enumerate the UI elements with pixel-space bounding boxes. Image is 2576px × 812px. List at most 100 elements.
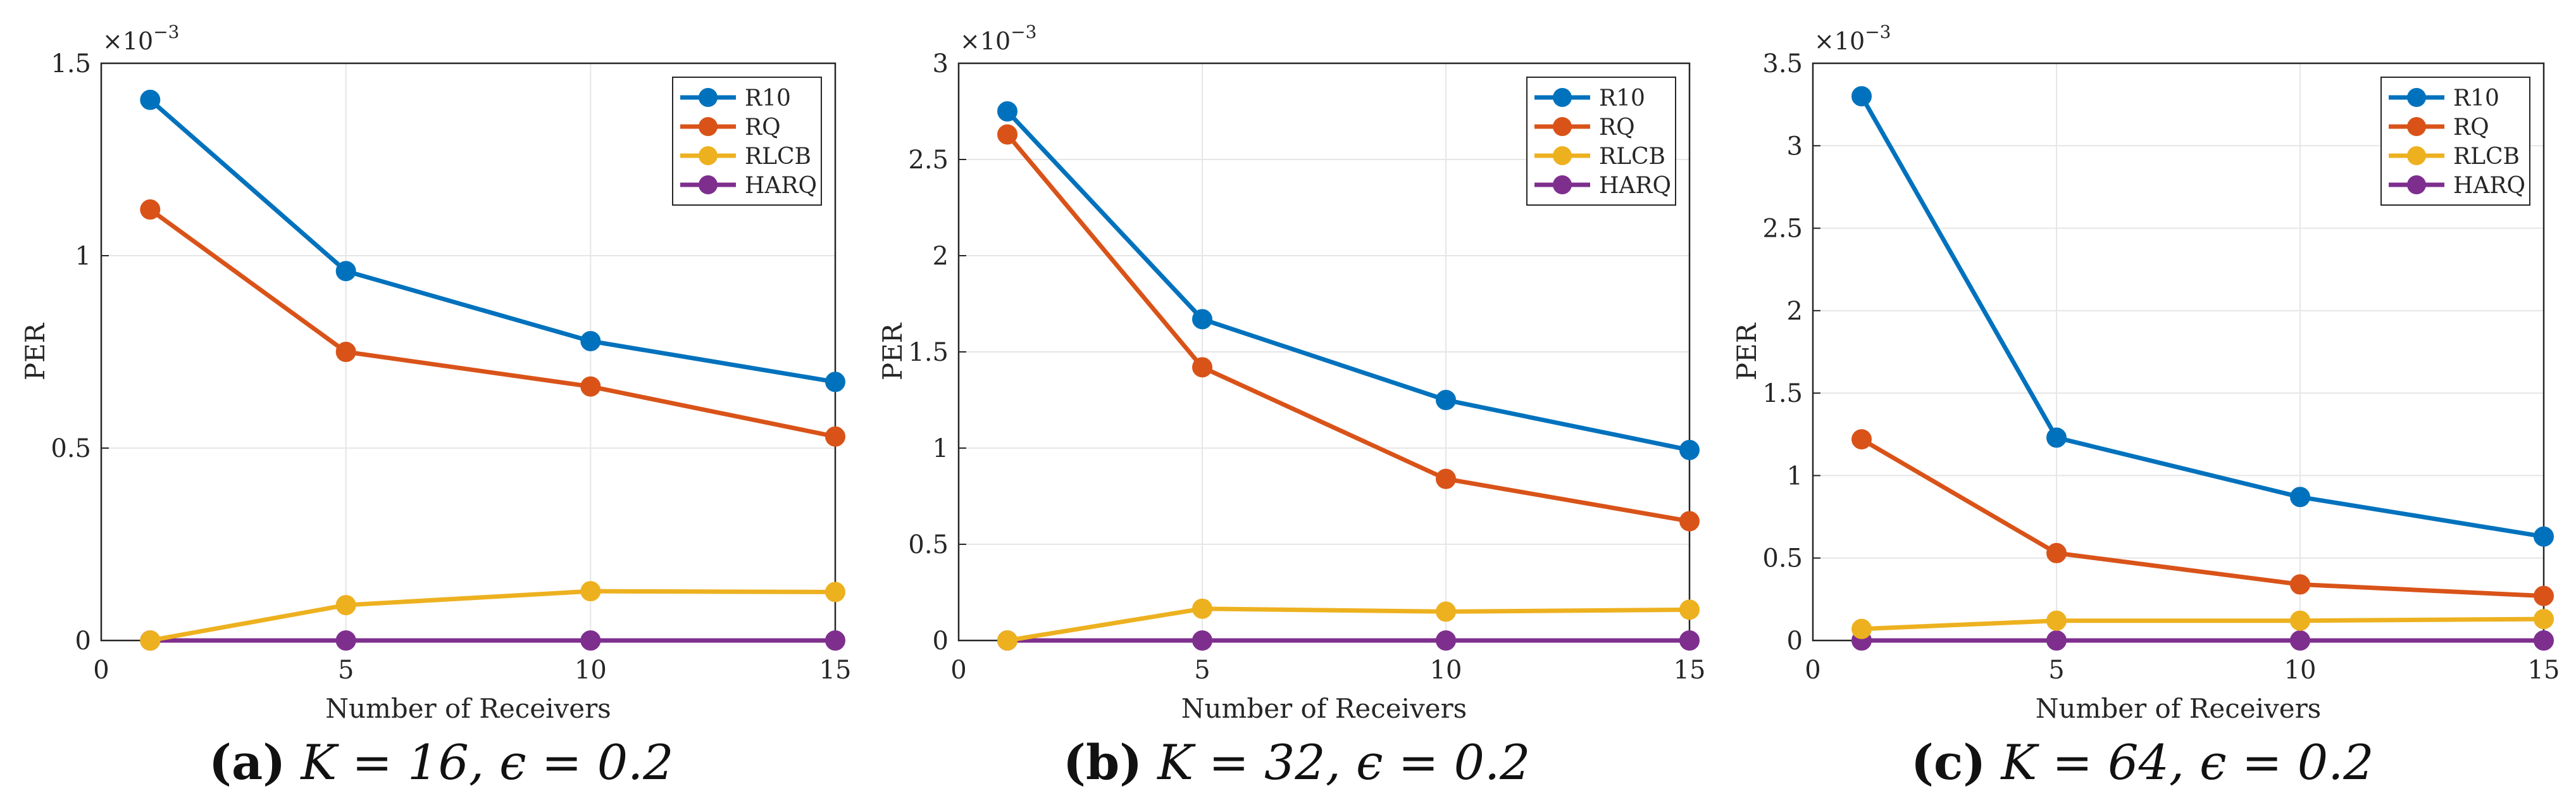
y-tick-label: 1.5 xyxy=(908,338,949,367)
data-point-rq xyxy=(2290,574,2310,595)
series-line-r10 xyxy=(1005,109,1690,453)
x-tick-label: 15 xyxy=(1674,656,1706,685)
y-tick-label: 0 xyxy=(75,627,91,656)
data-point-harq xyxy=(1436,630,1456,651)
caption-c: (c) K = 64, ϵ = 0.2 xyxy=(1911,728,2374,797)
series-line-rq xyxy=(1005,133,1690,523)
legend-swatch-marker xyxy=(1553,146,1572,165)
caption-c-math: K = 64, ϵ = 0.2 xyxy=(2001,734,2374,790)
y-tick-label: 0 xyxy=(1787,627,1803,656)
y-multiplier-label: ×10−3 xyxy=(960,22,1036,55)
caption-b-letter: (b) xyxy=(1063,734,1143,790)
x-tick-label: 15 xyxy=(2528,656,2560,685)
legend: R10 RQ RLCB HARQ xyxy=(1526,77,1676,206)
data-point-r10 xyxy=(2046,427,2067,448)
legend-swatch-marker xyxy=(1553,175,1572,194)
y-multiplier-label: ×10−3 xyxy=(103,22,179,55)
legend-label-r10: R10 xyxy=(1599,85,1645,111)
x-tick-label: 0 xyxy=(93,656,109,685)
y-tick-label: 3.5 xyxy=(1762,49,1803,78)
series-line-r10 xyxy=(1859,95,2544,539)
x-tick-label: 10 xyxy=(2284,656,2317,685)
series-line-rq xyxy=(1860,437,2544,599)
series-line-rq xyxy=(149,208,836,439)
data-point-rlcb xyxy=(2534,609,2554,630)
data-point-harq xyxy=(1192,630,1212,651)
legend-swatch-marker xyxy=(1553,88,1572,107)
y-tick-label: 0.5 xyxy=(908,530,949,559)
data-point-rq xyxy=(580,376,601,397)
data-point-rlcb xyxy=(2046,610,2067,631)
data-point-harq xyxy=(1679,630,1700,651)
x-tick-label: 5 xyxy=(2048,656,2064,685)
x-tick-label: 15 xyxy=(819,656,852,685)
data-point-r10 xyxy=(2290,487,2310,508)
legend-swatch-marker xyxy=(699,146,718,165)
chart-panel-c: 0 5 10 15 0 0.5 1 1.5 2 2.5 3 3.5 ×10−3 Number of Rec… xyxy=(1731,22,2560,724)
y-tick-label: 0.5 xyxy=(1762,544,1803,573)
data-point-rq xyxy=(335,342,356,362)
data-point-r10 xyxy=(1679,440,1700,461)
data-point-r10 xyxy=(2534,526,2554,547)
legend-label-rq: RQ xyxy=(1599,115,1635,141)
data-point-rq xyxy=(2534,585,2554,606)
series-line-rlcb xyxy=(1007,606,1690,643)
y-multiplier-label: ×10−3 xyxy=(1814,22,1891,55)
caption-a-math: K = 16, ϵ = 0.2 xyxy=(301,734,674,790)
legend-label-rlcb: RLCB xyxy=(1599,144,1665,170)
y-tick-label: 1 xyxy=(1787,461,1803,490)
data-point-rlcb xyxy=(1679,599,1700,620)
legend-swatch-marker xyxy=(2407,88,2426,107)
data-point-rq xyxy=(1192,357,1212,378)
x-axis-label: Number of Receivers xyxy=(325,693,611,724)
caption-c-letter: (c) xyxy=(1911,734,1986,790)
caption-a-letter: (a) xyxy=(209,734,286,790)
caption-b-math: K = 32, ϵ = 0.2 xyxy=(1157,734,1531,790)
legend-swatch-marker xyxy=(699,88,718,107)
data-point-harq xyxy=(2290,630,2310,651)
y-tick-label: 2.5 xyxy=(908,146,949,175)
y-tick-label: 0.5 xyxy=(51,434,91,463)
legend-label-rq: RQ xyxy=(2453,115,2489,141)
legend-swatch-marker xyxy=(2407,117,2426,136)
y-tick-label: 1.5 xyxy=(51,49,91,78)
legend-label-rq: RQ xyxy=(745,115,781,141)
data-point-rlcb xyxy=(580,581,601,602)
x-tick-label: 5 xyxy=(338,656,354,685)
legend-label-harq: HARQ xyxy=(2453,173,2525,199)
legend-swatch-marker xyxy=(699,117,718,136)
y-tick-label: 0 xyxy=(933,627,949,656)
data-point-rlcb xyxy=(825,582,845,603)
chart-panel-a: 0 5 10 15 0 0.5 1 1.5 ×10−3 Number of Receivers PE… xyxy=(20,22,851,724)
caption-b: (b) K = 32, ϵ = 0.2 xyxy=(1063,728,1530,797)
data-point-r10 xyxy=(1851,86,1872,107)
y-tick-label: 1.5 xyxy=(1762,379,1803,408)
legend-swatch-marker xyxy=(2407,175,2426,194)
legend: R10 RQ RLCB HARQ xyxy=(2380,77,2530,206)
y-axis-label: PER xyxy=(877,322,908,380)
y-tick-label: 2 xyxy=(933,242,949,271)
y-axis-label: PER xyxy=(20,322,51,380)
y-axis-label: PER xyxy=(1731,322,1762,380)
caption-a: (a) K = 16, ϵ = 0.2 xyxy=(209,728,674,797)
data-point-rlcb xyxy=(335,595,356,616)
x-tick-label: 10 xyxy=(575,656,607,685)
data-point-r10 xyxy=(1436,390,1456,410)
data-point-rq xyxy=(997,124,1017,145)
data-point-rlcb xyxy=(1436,601,1456,622)
x-tick-label: 0 xyxy=(1805,656,1820,685)
y-tick-label: 3 xyxy=(933,49,949,78)
x-axis-label: Number of Receivers xyxy=(1181,693,1467,724)
x-axis-label: Number of Receivers xyxy=(2036,693,2321,724)
y-tick-label: 3 xyxy=(1787,132,1803,161)
legend-swatch-marker xyxy=(2407,146,2426,165)
x-tick-label: 10 xyxy=(1430,656,1462,685)
data-point-harq xyxy=(335,630,356,651)
data-point-r10 xyxy=(580,330,601,351)
data-point-r10 xyxy=(140,89,161,110)
data-point-rlcb xyxy=(2290,610,2310,631)
legend-label-r10: R10 xyxy=(2453,85,2499,111)
x-tick-label: 5 xyxy=(1194,656,1210,685)
data-point-harq xyxy=(580,630,601,651)
